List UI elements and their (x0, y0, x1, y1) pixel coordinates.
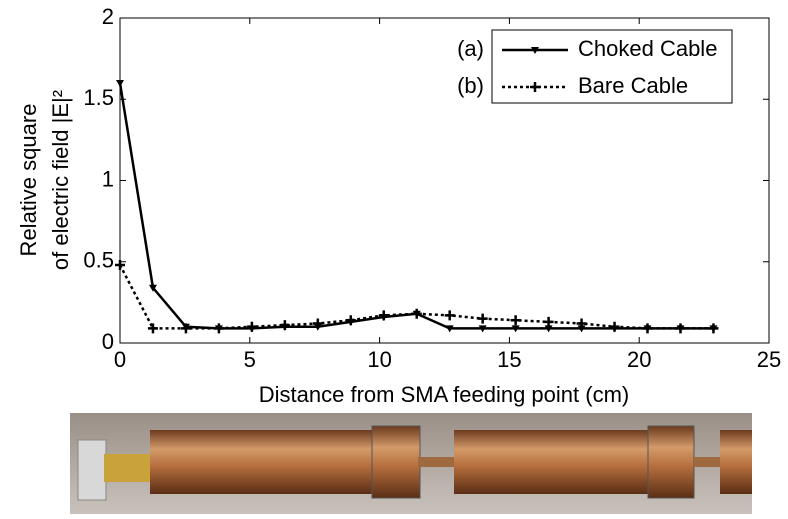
marker (147, 323, 158, 334)
photo (70, 413, 752, 514)
marker (708, 323, 719, 334)
legend-box (491, 29, 733, 104)
marker (478, 325, 487, 333)
legend-marker (531, 47, 539, 54)
marker (180, 323, 191, 334)
x-tick-label: 0 (114, 347, 126, 372)
series-line (118, 264, 714, 330)
marker (675, 323, 686, 334)
marker (116, 80, 124, 87)
marker (115, 260, 125, 270)
y-tick-label: 1.5 (83, 85, 114, 110)
x-tick-label: 25 (757, 347, 781, 372)
marker (543, 316, 554, 327)
marker (411, 308, 422, 319)
legend-label: Choked Cable (578, 36, 717, 61)
series-line (118, 82, 714, 330)
y-axis-label: Relative square (16, 104, 41, 257)
marker (642, 323, 653, 334)
marker (148, 284, 157, 292)
marker (444, 310, 455, 321)
marker (246, 321, 257, 332)
y-tick-label: 1 (102, 166, 114, 191)
marker (577, 325, 586, 333)
x-tick-label: 20 (627, 347, 651, 372)
marker (510, 315, 521, 326)
x-axis-label: Distance from SMA feeding point (cm) (259, 382, 629, 407)
legend-label: Bare Cable (578, 73, 688, 98)
x-tick-label: 5 (244, 347, 256, 372)
legend-prefix: (a) (457, 36, 484, 61)
y-tick-label: 0.5 (83, 248, 114, 273)
marker (378, 310, 389, 321)
marker (213, 323, 224, 334)
legend-prefix: (b) (457, 73, 484, 98)
x-tick-label: 10 (367, 347, 391, 372)
marker (576, 318, 587, 329)
legend-marker (530, 82, 540, 92)
y-tick-label: 2 (102, 4, 114, 29)
marker (279, 320, 290, 331)
marker (312, 318, 323, 329)
marker (445, 325, 454, 333)
marker (511, 325, 520, 333)
marker (477, 313, 488, 324)
y-axis-label: of electric field |E|² (48, 90, 73, 270)
y-tick-label: 0 (102, 329, 114, 354)
marker (544, 325, 553, 333)
marker (609, 321, 620, 332)
x-tick-label: 15 (497, 347, 521, 372)
marker (345, 315, 356, 326)
